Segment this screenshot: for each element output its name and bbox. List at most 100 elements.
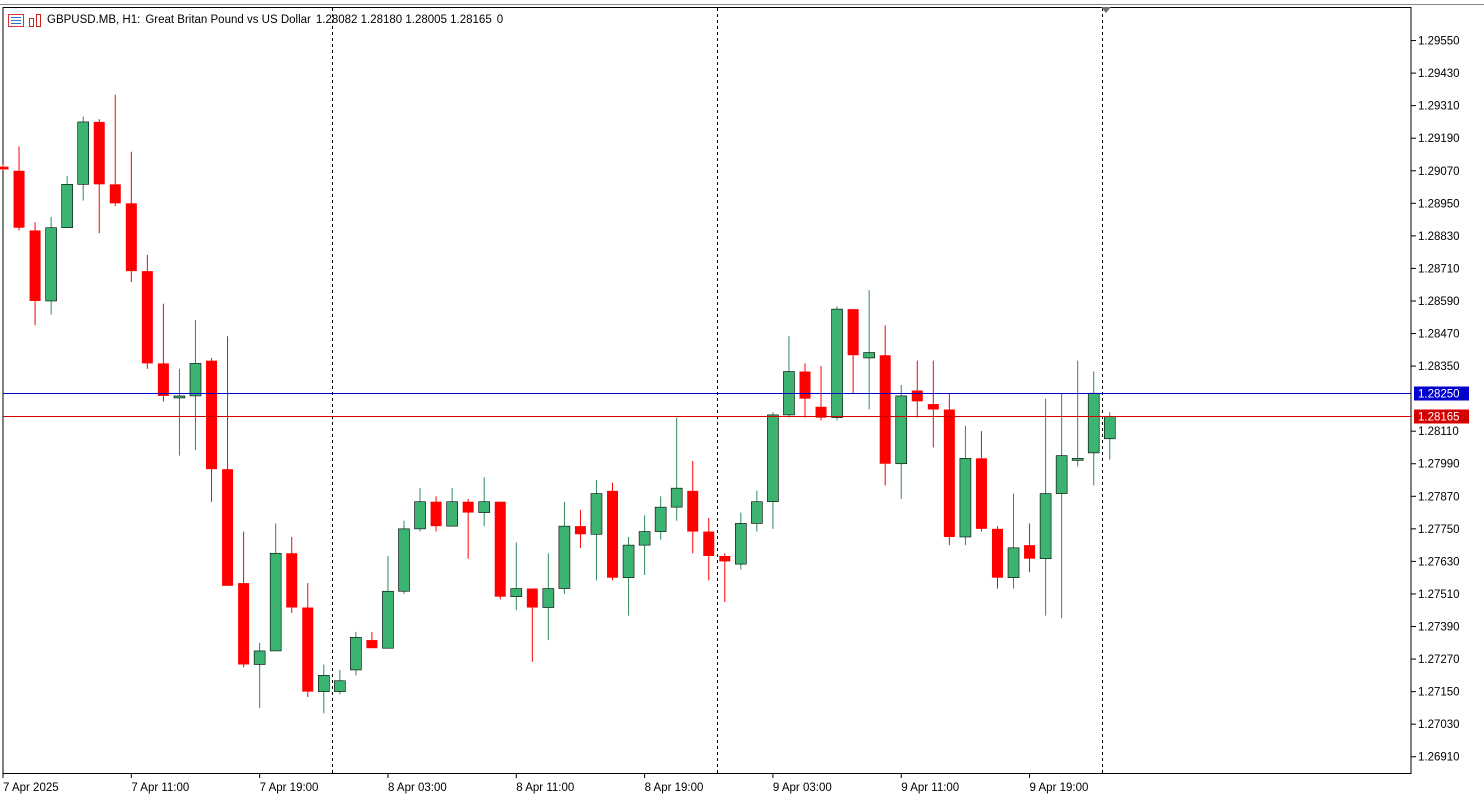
candle-body	[767, 414, 779, 503]
candle	[382, 555, 394, 649]
time-tick-label: 9 Apr 19:00	[1030, 782, 1089, 794]
candle-body	[382, 590, 394, 649]
time-tick-label: 8 Apr 11:00	[516, 782, 574, 794]
candle	[141, 254, 153, 369]
candle-body	[206, 360, 218, 470]
candle	[253, 642, 266, 708]
candle	[206, 357, 218, 502]
candle-body	[1039, 493, 1052, 559]
price-tick-label: 1.29430	[1418, 68, 1460, 80]
candle-body	[863, 352, 875, 359]
candle	[494, 501, 506, 600]
candle-body	[847, 309, 859, 356]
candle-body	[607, 490, 619, 578]
candle	[45, 216, 57, 315]
candle-body	[719, 555, 731, 562]
candle	[222, 336, 234, 586]
candle-body	[574, 526, 586, 535]
symbol-label: GBPUSD.MB, H1:	[47, 14, 141, 26]
candle	[510, 542, 523, 611]
candle-body	[735, 523, 747, 565]
price-line-badge	[1414, 409, 1469, 424]
candle-body	[366, 640, 378, 649]
time-tick-label: 9 Apr 03:00	[773, 782, 832, 794]
candle-body	[141, 271, 153, 364]
price-tick-label: 1.29550	[1418, 36, 1460, 48]
candle-body	[29, 230, 41, 301]
candle-body	[93, 121, 105, 185]
price-line-badge	[1414, 386, 1469, 401]
candle-body	[286, 553, 298, 608]
price-tick-label: 1.28110	[1418, 426, 1459, 438]
plot-frame	[2, 7, 1412, 774]
time-tick-label: 7 Apr 19:00	[260, 782, 319, 794]
candle-body	[253, 650, 266, 665]
candle	[670, 417, 683, 521]
candle	[526, 588, 538, 662]
candle	[959, 425, 972, 546]
candle-body	[622, 544, 635, 578]
candle	[61, 176, 73, 229]
candle	[991, 526, 1003, 589]
candle	[767, 412, 779, 529]
candle-body	[1055, 455, 1068, 494]
candle	[1055, 393, 1068, 619]
ohlc-values: 1.28082 1.28180 1.28005 1.28165	[315, 14, 492, 26]
candle	[93, 119, 105, 234]
candle	[1024, 523, 1036, 573]
price-tick-label: 1.26910	[1418, 752, 1460, 764]
candle	[590, 480, 603, 581]
price-tick-label: 1.28710	[1418, 263, 1460, 275]
candle-body	[1007, 547, 1020, 578]
candle	[879, 325, 891, 486]
candle	[173, 368, 186, 456]
chart-top-border	[0, 4, 1484, 5]
candle	[446, 488, 458, 527]
candle-body	[590, 493, 603, 535]
price-tick-label: 1.28590	[1418, 296, 1460, 308]
candle	[1039, 398, 1052, 616]
candle	[286, 536, 298, 613]
candle-body	[494, 501, 506, 597]
candle	[1007, 493, 1020, 589]
shift-marker-icon[interactable]	[1101, 7, 1111, 13]
price-axis[interactable]: 1.29550 1.29430 1.29310 1.29190 1.29070 1.289…	[1411, 36, 1460, 764]
price-line-label: 1.28250	[1418, 389, 1460, 401]
candle	[269, 523, 282, 652]
candle	[0, 163, 9, 171]
price-tick-label: 1.27030	[1418, 719, 1460, 731]
candle-body	[109, 184, 121, 204]
candle	[975, 431, 987, 532]
candle	[943, 393, 955, 546]
candle	[478, 477, 491, 527]
candle-body	[991, 528, 1003, 578]
candle	[927, 360, 939, 448]
candle-body	[703, 531, 715, 556]
chart-list-icon[interactable]	[8, 13, 24, 27]
time-axis[interactable]: 7 Apr 2025 7 Apr 11:00 7 Apr 19:00 8 Apr 03…	[2, 773, 1089, 794]
price-tick-label: 1.29190	[1418, 133, 1460, 145]
candle	[13, 146, 25, 231]
candle-body	[638, 531, 651, 546]
candle-body	[911, 390, 923, 402]
price-tick-label: 1.27150	[1418, 687, 1460, 699]
candle	[783, 336, 795, 418]
candle-body	[670, 487, 683, 508]
candle-body	[1071, 458, 1084, 461]
candle-body	[334, 680, 346, 692]
price-lines: 1.28250 1.28165	[3, 386, 1469, 424]
candle	[77, 116, 89, 201]
candle	[414, 488, 426, 532]
chart-bars-icon[interactable]	[28, 13, 43, 27]
candle-body	[446, 501, 458, 527]
candle-body	[77, 121, 89, 185]
candle	[687, 461, 699, 554]
price-tick-label: 1.27510	[1418, 589, 1460, 601]
candle	[350, 631, 362, 676]
candle	[398, 520, 410, 594]
price-tick-label: 1.28470	[1418, 329, 1460, 341]
candle	[238, 531, 250, 668]
candle-body	[526, 588, 538, 608]
